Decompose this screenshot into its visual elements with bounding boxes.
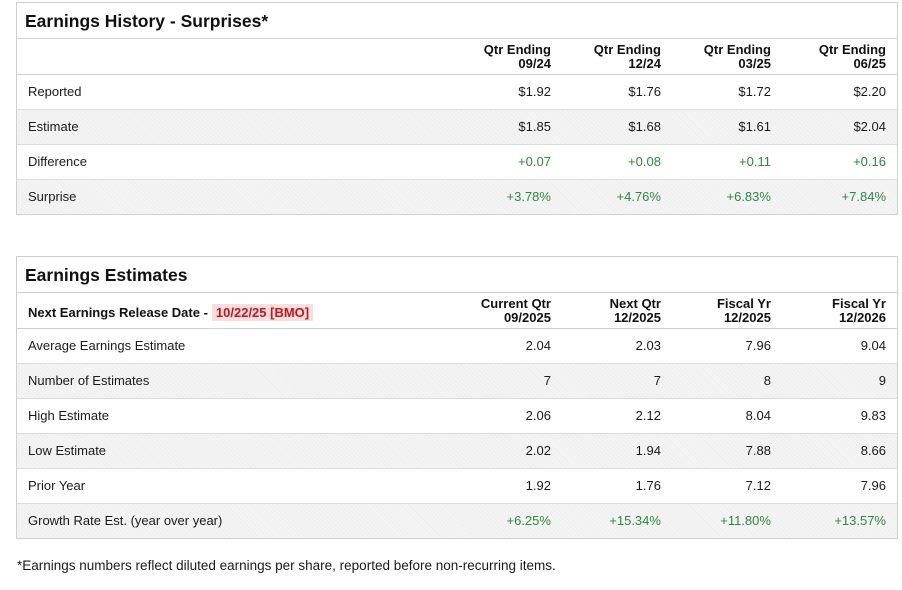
table-row: Low Estimate 2.02 1.94 7.88 8.66 [17,433,897,468]
row-label: Average Earnings Estimate [28,338,186,353]
earnings-estimates-panel: Earnings Estimates Next Earnings Release… [16,256,898,539]
earnings-history-panel: Earnings History - Surprises* Qtr Ending… [16,2,898,215]
cell-value: $1.85 [518,119,551,134]
cell-value-positive: +3.78% [506,189,551,205]
cell-value-positive: +0.11 [739,154,771,169]
table-row: Estimate $1.85 $1.68 $1.61 $2.04 [17,109,897,144]
cell-value: 1.94 [635,443,661,458]
footnote: *Earnings numbers reflect diluted earnin… [17,558,556,573]
row-label: Reported [28,84,82,99]
cell-value: 9.04 [860,338,886,353]
table-row: High Estimate 2.06 2.12 8.04 9.83 [17,398,897,433]
cell-value: 7.96 [860,478,886,493]
table-row: Average Earnings Estimate 2.04 2.03 7.96… [17,328,897,363]
cell-value-positive: +0.07 [518,154,551,169]
cell-value: $1.68 [628,119,661,134]
earnings-estimates-title: Earnings Estimates [17,257,897,293]
row-label: High Estimate [28,408,109,423]
cell-value: 7.88 [745,443,771,458]
cell-value: 9.83 [860,408,886,423]
cell-value: 7 [543,373,551,388]
earnings-history-table: Qtr Ending 09/24 Qtr Ending 12/24 Qtr Endi… [17,39,897,214]
cell-value-positive: +0.08 [628,154,661,169]
table-row: Growth Rate Est. (year over year) +6.25%… [17,503,897,538]
table-header-row: Next Earnings Release Date -10/22/25 [BM… [17,293,897,328]
cell-value-positive: +6.25% [506,513,551,529]
cell-value: 2.02 [525,443,551,458]
row-label: Surprise [28,189,77,205]
cell-value: $2.20 [853,84,886,99]
cell-value: $1.76 [628,84,661,99]
release-date-badge: 10/22/25 [BMO] [211,303,314,321]
table-row: Reported $1.92 $1.76 $1.72 $2.20 [17,74,897,109]
release-date-label: Next Earnings Release Date - [28,304,208,320]
cell-value: 7 [653,373,661,388]
earnings-history-title: Earnings History - Surprises* [17,3,897,39]
column-header: Current Qtr 09/2025 [480,295,551,325]
row-label: Estimate [28,119,79,134]
table-header-row: Qtr Ending 09/24 Qtr Ending 12/24 Qtr Endi… [17,39,897,74]
column-header: Next Qtr 12/2025 [609,295,661,325]
row-label: Number of Estimates [28,373,150,388]
cell-value: $1.72 [738,84,771,99]
cell-value: 2.12 [635,408,661,423]
column-header: Qtr Ending 09/24 [483,41,551,71]
table-row: Number of Estimates 7 7 8 9 [17,363,897,398]
row-label: Prior Year [28,478,86,493]
cell-value: 8 [763,373,771,388]
release-date-header: Next Earnings Release Date -10/22/25 [BM… [17,293,452,328]
cell-value: 1.76 [635,478,661,493]
cell-value-positive: +11.80% [720,513,771,529]
cell-value: 2.03 [635,338,661,353]
cell-value: 8.04 [745,408,771,423]
cell-value-positive: +13.57% [834,513,886,529]
cell-value-positive: +4.76% [616,189,661,205]
column-header: Fiscal Yr 12/2026 [832,295,886,325]
table-row: Surprise +3.78% +4.76% +6.83% +7.84% [17,179,897,214]
column-header: Qtr Ending 03/25 [703,41,771,71]
cell-value: 1.92 [525,478,551,493]
row-label: Low Estimate [28,443,107,458]
cell-value: 9 [878,373,886,388]
table-row: Prior Year 1.92 1.76 7.12 7.96 [17,468,897,503]
row-label: Difference [28,154,88,169]
cell-value: $1.61 [738,119,771,134]
cell-value: 2.06 [525,408,551,423]
row-label: Growth Rate Est. (year over year) [28,513,223,529]
cell-value-positive: +15.34% [609,513,661,529]
cell-value: 8.66 [860,443,886,458]
cell-value-positive: +7.84% [841,189,886,205]
column-header: Qtr Ending 12/24 [593,41,661,71]
header-blank [17,39,452,74]
column-header: Fiscal Yr 12/2025 [716,295,771,325]
table-row: Difference +0.07 +0.08 +0.11 +0.16 [17,144,897,179]
cell-value-positive: +6.83% [726,189,771,205]
earnings-estimates-table: Next Earnings Release Date -10/22/25 [BM… [17,293,897,538]
cell-value: 7.96 [745,338,771,353]
cell-value-positive: +0.16 [853,154,886,169]
cell-value: 2.04 [525,338,551,353]
cell-value: $1.92 [518,84,551,99]
cell-value: 7.12 [745,478,771,493]
column-header: Qtr Ending 06/25 [818,41,886,71]
cell-value: $2.04 [853,119,886,134]
